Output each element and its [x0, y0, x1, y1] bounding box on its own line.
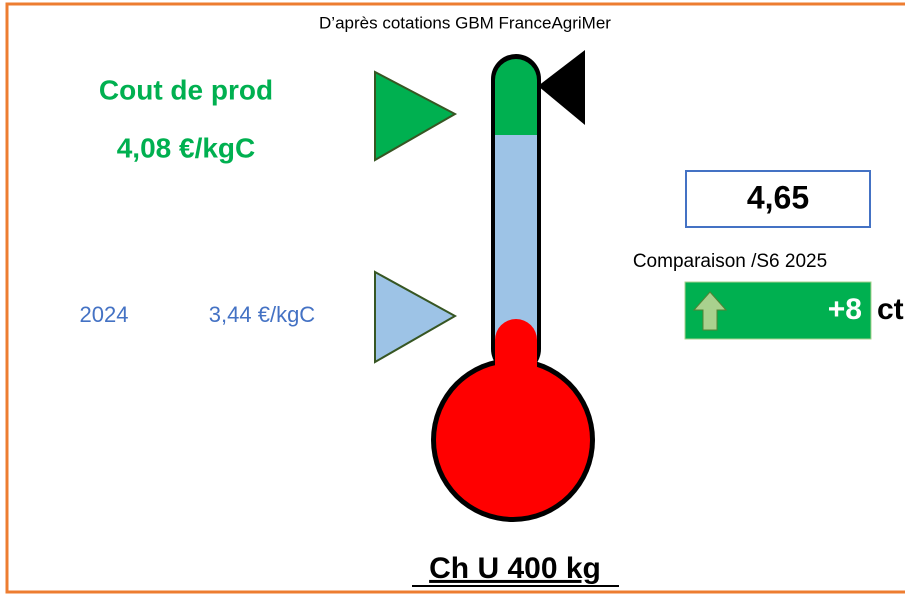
- comparison-label: Comparaison /S6 2025: [633, 251, 827, 272]
- cost-label: Cout de prod: [99, 74, 273, 105]
- previous-value: 3,44 €/kgC: [209, 302, 316, 327]
- change-unit: ct: [877, 293, 904, 326]
- cost-pointer: [375, 72, 455, 160]
- footer-label: Ch U 400 kg: [429, 552, 601, 585]
- current-pointer: [538, 50, 585, 125]
- previous-year: 2024: [80, 302, 129, 327]
- current-value: 4,65: [747, 179, 809, 215]
- previous-pointer: [375, 272, 455, 362]
- thermometer: [431, 54, 595, 522]
- source-note: D’après cotations GBM FranceAgriMer: [319, 13, 611, 32]
- cost-value: 4,08 €/kgC: [117, 132, 256, 163]
- tube-top: [495, 59, 537, 135]
- change-value: +8: [828, 293, 862, 326]
- thermometer-panel: D’après cotations GBM FranceAgriMer Cout…: [0, 0, 905, 596]
- bulb-neck: [495, 350, 537, 390]
